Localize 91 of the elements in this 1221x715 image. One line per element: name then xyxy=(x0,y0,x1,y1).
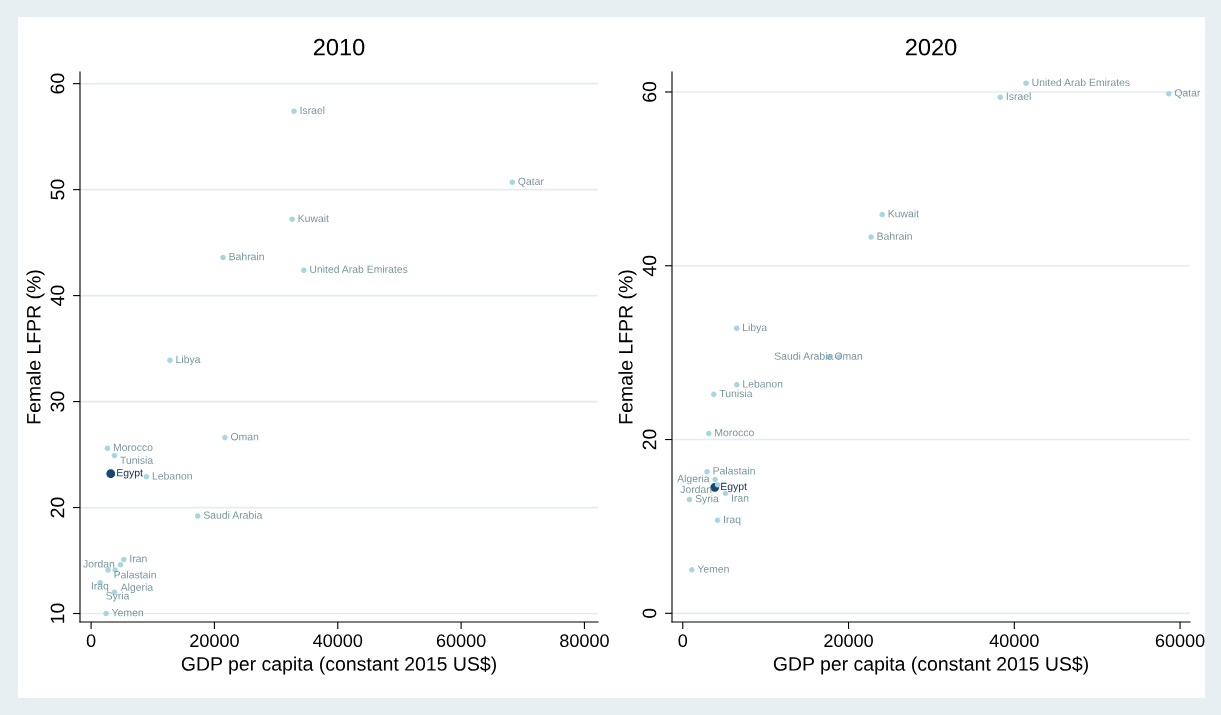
data-label: Qatar xyxy=(1174,89,1201,99)
y-tick-label: 40 xyxy=(642,255,657,277)
data-label: United Arab Emirates xyxy=(310,265,408,273)
data-label: Lebanon xyxy=(152,471,192,480)
data-label: Jordan xyxy=(83,559,115,568)
point xyxy=(103,610,109,617)
data-label: Lebanon xyxy=(743,379,783,388)
data-label: Algeria xyxy=(677,474,710,485)
data-label: Saudi Arabia xyxy=(774,352,834,360)
point xyxy=(106,469,116,479)
point xyxy=(111,452,118,459)
data-label: Yemen xyxy=(697,565,729,573)
point xyxy=(220,254,226,261)
data-label: United Arab Emirates xyxy=(1032,78,1130,87)
data-label: Iraq xyxy=(91,582,109,592)
point xyxy=(1166,90,1172,97)
data-label: Libya xyxy=(176,355,201,366)
chart-title: 2010 xyxy=(313,38,365,56)
point xyxy=(104,445,111,451)
point xyxy=(734,382,740,388)
data-label: Syria xyxy=(695,494,719,505)
data-label: Yemen xyxy=(111,609,144,617)
point xyxy=(509,179,516,185)
point xyxy=(879,211,885,218)
x-tick-label: 80000 xyxy=(560,634,609,648)
point xyxy=(710,391,717,398)
data-label: Tunisia xyxy=(120,456,154,464)
data-label: Israel xyxy=(1006,92,1031,100)
data-label: Iraq xyxy=(724,515,741,526)
y-axis-title: Female LFPR (%) xyxy=(618,270,637,424)
point xyxy=(997,94,1004,100)
x-tick-label: 20000 xyxy=(190,634,239,648)
x-tick-label: 0 xyxy=(678,634,688,648)
data-label: Oman xyxy=(230,433,259,441)
y-axis-title: Female LFPR (%) xyxy=(26,270,45,424)
point xyxy=(194,513,201,519)
point xyxy=(121,556,127,563)
y-tick-label: 20 xyxy=(642,429,657,450)
point xyxy=(222,434,228,441)
x-axis-title: GDP per capita (constant 2015 US$) xyxy=(773,656,1088,675)
point xyxy=(289,216,295,223)
point xyxy=(291,108,297,114)
point xyxy=(167,357,173,364)
data-label: Jordan xyxy=(680,485,712,494)
point xyxy=(143,474,150,480)
data-label: Kuwait xyxy=(888,209,919,218)
data-label: Libya xyxy=(743,323,768,334)
data-label: Iran xyxy=(130,555,147,563)
y-tick-label: 20 xyxy=(50,497,65,518)
point xyxy=(714,517,721,524)
data-label: Kuwait xyxy=(298,214,329,223)
point xyxy=(706,430,712,437)
point xyxy=(301,267,307,273)
data-label: Morocco xyxy=(113,443,153,451)
y-tick-label: 50 xyxy=(50,179,65,200)
data-label: Israel xyxy=(300,106,325,115)
x-tick-label: 40000 xyxy=(313,634,363,648)
data-label: Oman xyxy=(834,352,863,360)
point xyxy=(868,234,874,240)
point xyxy=(1023,80,1029,87)
data-label: Egypt xyxy=(117,469,143,479)
data-label: Bahrain xyxy=(877,232,912,240)
data-label: Morocco xyxy=(715,428,754,437)
x-tick-label: 20000 xyxy=(824,634,873,648)
x-axis-title: GDP per capita (constant 2015 US$) xyxy=(181,656,496,675)
y-tick-label: 60 xyxy=(642,81,657,102)
data-label: Qatar xyxy=(518,177,544,187)
x-tick-label: 0 xyxy=(86,634,96,648)
y-tick-label: 30 xyxy=(50,391,65,412)
data-label: Tunisia xyxy=(719,389,753,398)
x-tick-label: 60000 xyxy=(1155,634,1205,648)
y-tick-label: 60 xyxy=(50,73,65,94)
data-label: Bahrain xyxy=(229,252,264,261)
point xyxy=(733,325,740,332)
data-label: Syria xyxy=(106,591,130,602)
x-tick-label: 40000 xyxy=(989,634,1039,648)
data-label: Algeria xyxy=(120,583,154,593)
chart-title: 2020 xyxy=(905,38,957,56)
point xyxy=(689,567,695,573)
data-label: Saudi Arabia xyxy=(203,511,263,519)
y-tick-label: 10 xyxy=(50,603,65,623)
data-label: Iran xyxy=(731,494,749,502)
point xyxy=(117,562,124,568)
y-tick-label: 0 xyxy=(642,608,657,618)
data-label: Palastain xyxy=(114,570,156,579)
data-label: Egypt xyxy=(721,482,747,493)
x-tick-label: 60000 xyxy=(436,634,486,648)
data-label: Palastain xyxy=(713,466,755,475)
point xyxy=(712,476,718,483)
point xyxy=(714,481,721,488)
y-tick-label: 40 xyxy=(50,285,65,306)
